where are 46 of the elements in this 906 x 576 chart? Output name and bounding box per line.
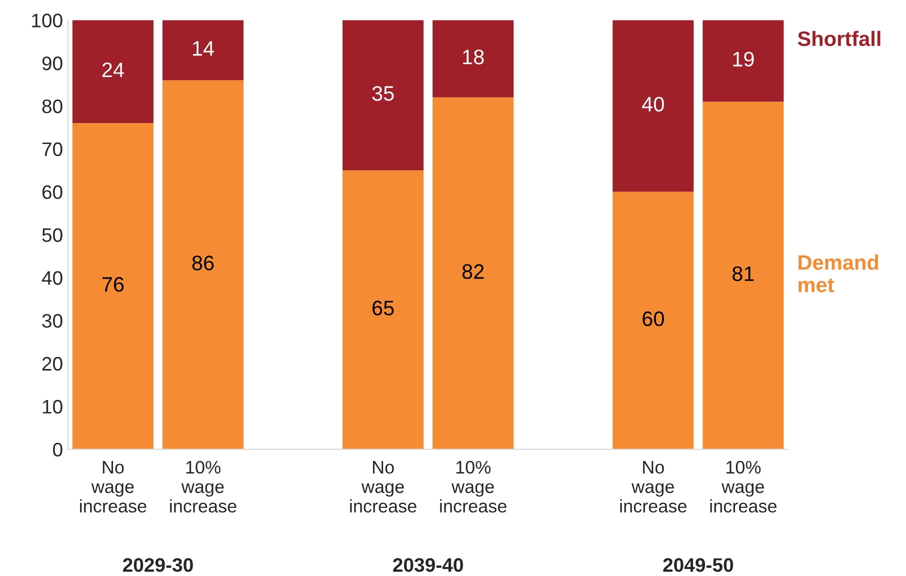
data-label: 82: [462, 264, 484, 279]
y-tick-label: 60: [42, 185, 62, 200]
x-tick-label: 10% wage increase: [170, 460, 236, 513]
y-tick-label: 50: [42, 228, 62, 242]
x-tick-label: No wage increase: [80, 461, 146, 513]
text: 2049-50: [663, 558, 734, 572]
y-tick-label: 0: [53, 442, 62, 457]
bar: [612, 20, 694, 192]
bar: [432, 20, 514, 98]
data-label: 19: [733, 52, 754, 67]
y-tick-label: 70: [42, 142, 62, 156]
x-tick-label: No wage increase: [620, 461, 686, 513]
data-label: 35: [372, 86, 394, 101]
x-tick-label: No wage increase: [350, 461, 416, 513]
y-tick-label: 90: [42, 56, 62, 70]
data-label: 86: [192, 256, 214, 270]
data-label: 40: [642, 96, 664, 112]
y-tick-label: 80: [42, 99, 62, 114]
bar: [162, 80, 244, 450]
bar: [72, 123, 154, 450]
y-tick-label: 20: [42, 356, 62, 371]
bar: [612, 192, 694, 450]
bar: [342, 20, 424, 170]
x-tick-label: 10% wage increase: [440, 460, 506, 513]
data-label: 76: [102, 277, 124, 292]
bar: [702, 20, 784, 102]
bar: [702, 102, 784, 450]
data-label: 81: [732, 266, 754, 282]
y-tick-label: 10: [42, 400, 62, 414]
data-label: 18: [463, 50, 484, 64]
bar: [72, 20, 154, 124]
bar: [162, 20, 244, 80]
data-label: 14: [193, 41, 214, 56]
text: 2029-30: [122, 558, 193, 572]
bar: [432, 97, 514, 450]
y-tick-label: 30: [42, 314, 62, 328]
y-tick-label: 100: [32, 14, 62, 28]
series-label: Demand met: [798, 254, 878, 292]
data-label: 24: [102, 62, 124, 78]
data-label: 60: [642, 311, 664, 326]
text: 2039-40: [393, 558, 463, 572]
bar: [342, 170, 424, 450]
y-tick-label: 40: [42, 271, 62, 285]
data-label: 65: [372, 300, 394, 316]
x-tick-label: 10% wage increase: [710, 460, 777, 513]
series-label: Shortfall: [798, 30, 880, 46]
